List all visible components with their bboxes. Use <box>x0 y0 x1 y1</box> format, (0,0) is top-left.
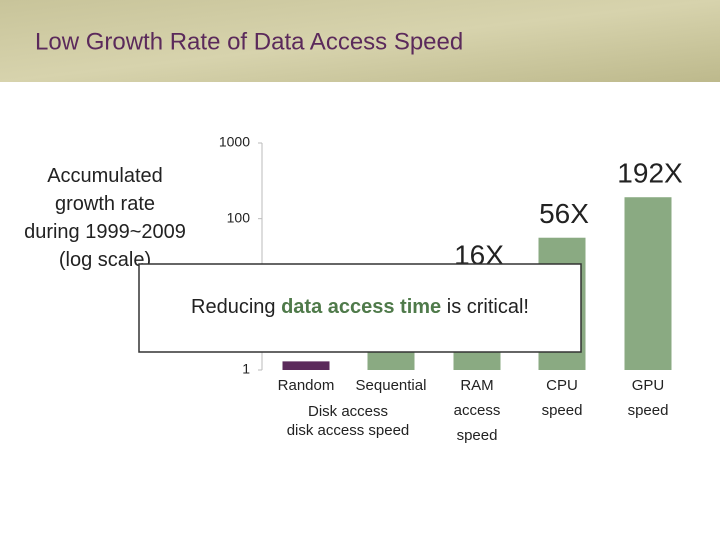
bar <box>624 197 672 370</box>
group-label: Disk access <box>308 403 388 420</box>
group-caption: disk access speed <box>287 422 410 439</box>
y-axis-label-line: Accumulated <box>47 165 163 187</box>
x-tick-label: CPU speed <box>542 377 583 419</box>
callout-text: Reducing data access time is critical! <box>191 296 529 318</box>
callout-part: data access time <box>281 296 441 318</box>
value-label: 192X <box>617 158 683 189</box>
callout-part: is critical! <box>441 296 529 318</box>
x-tick-label: Random <box>278 377 335 394</box>
x-tick-label-line: RAM <box>460 377 493 394</box>
y-tick-label: 1 <box>242 361 250 377</box>
y-axis-label-line: during 1999~2009 <box>24 221 186 243</box>
value-label: 56X <box>539 198 589 229</box>
callout-part: Reducing <box>191 296 281 318</box>
x-tick-label: GPU speed <box>628 377 669 419</box>
header-band <box>0 0 720 82</box>
y-axis-label: Accumulated growth rate during 1999~2009 (l… <box>24 165 186 271</box>
y-axis-label-line: growth rate <box>55 193 155 215</box>
x-tick-label-line: CPU <box>546 377 578 394</box>
x-tick-label-line: access <box>454 402 501 419</box>
bar <box>282 361 330 370</box>
x-tick-label-line: speed <box>628 402 669 419</box>
y-axis-label-line: (log scale) <box>59 249 151 271</box>
y-tick-label: 1000 <box>219 134 250 150</box>
x-tick-label-line: Random <box>278 377 335 394</box>
x-tick-label-line: Sequential <box>356 377 427 394</box>
slide-title: Low Growth Rate of Data Access Speed <box>35 28 463 55</box>
x-tick-label-line: speed <box>542 402 583 419</box>
y-tick-label: 100 <box>227 209 251 225</box>
x-tick-label: Sequential <box>356 377 427 394</box>
callout: Reducing data access time is critical! <box>138 263 582 353</box>
x-tick-label-line: GPU <box>632 377 665 394</box>
callout-box <box>138 263 582 353</box>
category-label-band <box>265 372 690 428</box>
x-tick-label: RAM access speed <box>454 377 501 444</box>
x-tick-label-line: speed <box>457 427 498 444</box>
